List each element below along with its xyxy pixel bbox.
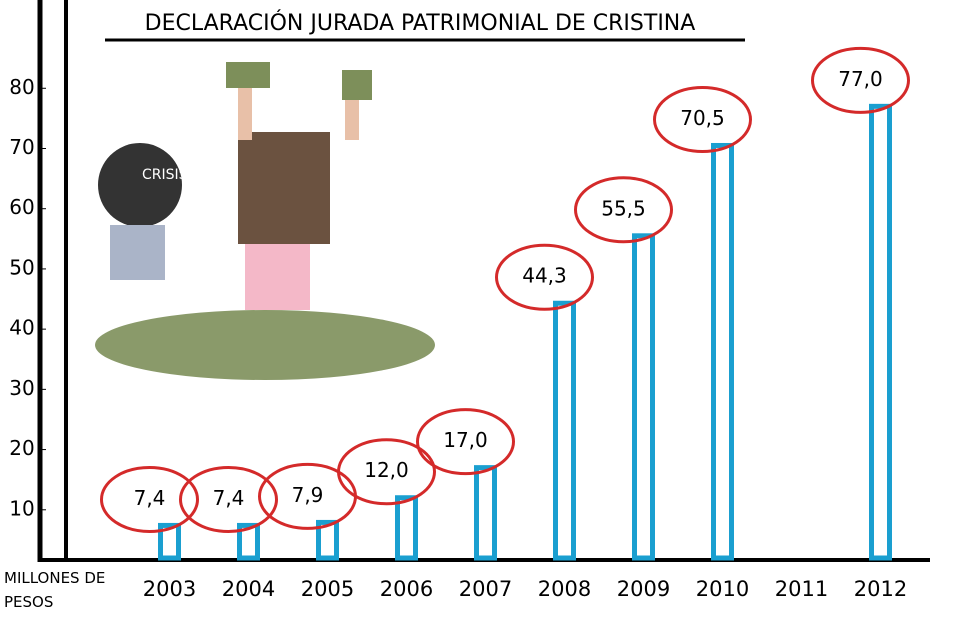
value-label: 44,3 [522,264,567,288]
value-label: 7,9 [292,483,324,507]
x-tick-label: 2006 [380,577,433,601]
highlight-circle [100,465,199,533]
highlight-circle [811,46,910,114]
x-tick-label: 2012 [854,577,907,601]
y-tick-label: 50 [9,255,34,279]
y-tick-label: 40 [9,316,34,340]
value-label: 77,0 [838,67,883,91]
money [342,70,372,100]
highlight-circle [179,465,278,533]
highlight-circle [495,243,594,311]
value-label: 12,0 [364,458,409,482]
y-tick-label: 10 [9,496,34,520]
arm [238,85,252,140]
chart-title: DECLARACIÓN JURADA PATRIMONIAL DE CRISTI… [145,10,696,36]
x-tick-label: 2011 [775,577,828,601]
x-tick-label: 2009 [617,577,670,601]
y-tick-label: 20 [9,436,34,460]
x-tick-label: 2005 [301,577,354,601]
x-tick-label: 2004 [222,577,275,601]
y-tick-label: 60 [9,195,34,219]
bar [395,495,418,561]
highlight-circle [653,85,752,153]
value-label: 55,5 [601,196,646,220]
value-label: 7,4 [134,486,166,510]
highlight-circle [416,408,515,476]
y-axis-label: MILLONES DE PESOS [4,569,106,611]
bar [158,522,181,561]
value-label: 17,0 [443,428,488,452]
x-tick-label: 2003 [143,577,196,601]
bar [869,103,892,561]
illustration: CRISIS [95,62,435,380]
y-tick-label: 70 [9,135,34,159]
highlight-circle [574,176,673,244]
crisis-man [110,225,165,280]
arm [345,90,359,140]
bar [553,300,576,561]
money-pile [95,310,435,380]
crisis-text: CRISIS [142,167,188,183]
x-tick-label: 2010 [696,577,749,601]
bar [711,142,734,561]
bar [316,519,339,561]
x-tick-label: 2007 [459,577,512,601]
value-label: 70,5 [680,106,725,130]
figure-body [245,240,310,310]
photo [238,132,330,244]
highlight-circle [337,438,436,506]
y-tick-label: 30 [9,376,34,400]
x-tick-label: 2008 [538,577,591,601]
value-label: 7,4 [213,486,245,510]
y-tick-label: 80 [9,75,34,99]
money [226,62,270,88]
bar [474,465,497,561]
bar [632,233,655,561]
crisis-ball [98,143,182,227]
bar [237,522,260,561]
